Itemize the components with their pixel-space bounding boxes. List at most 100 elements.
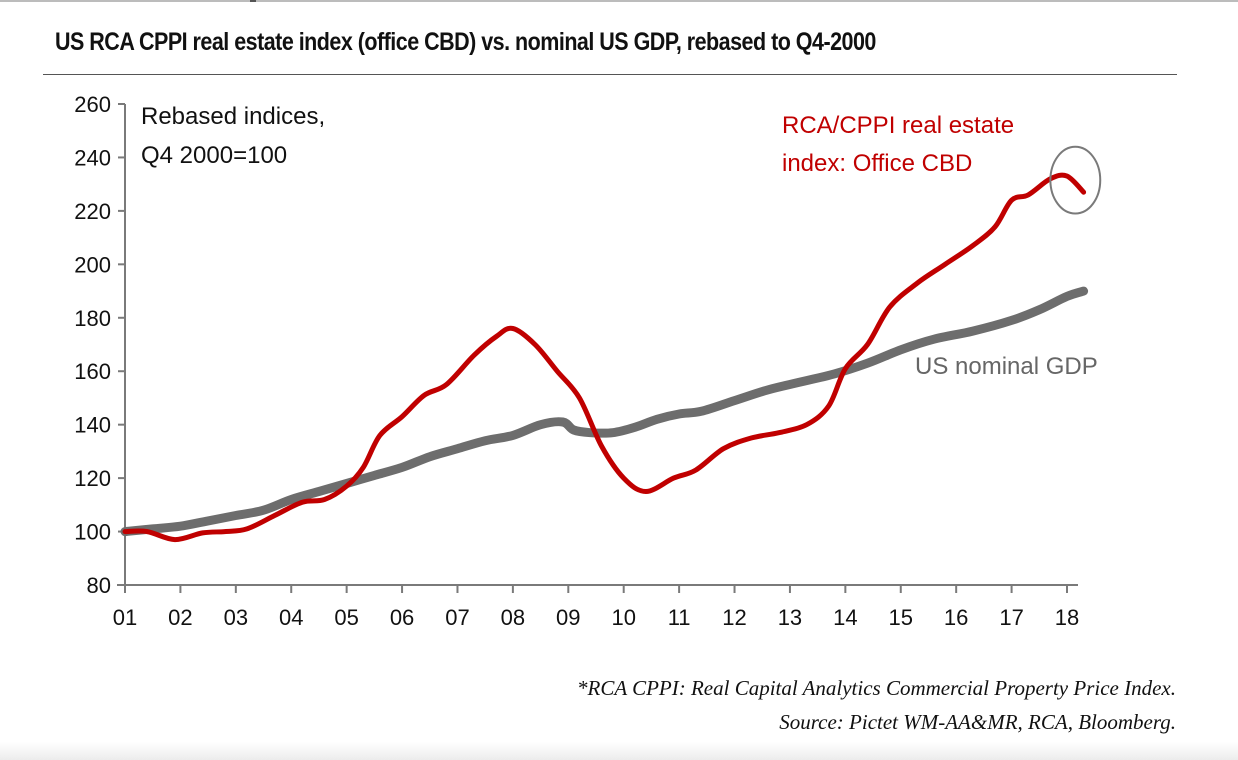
data-point (346, 486, 347, 487)
series-label-cppi-line-2: index: Office CBD (782, 150, 972, 177)
data-point (224, 531, 225, 532)
data-point (429, 456, 430, 457)
x-tick-label: 17 (999, 605, 1023, 630)
data-point (828, 405, 829, 406)
data-point (612, 432, 613, 433)
y-tick-label: 160 (74, 359, 111, 384)
data-point (917, 283, 918, 284)
note-line-1: Rebased indices, (141, 103, 325, 130)
title-rule (43, 74, 1177, 75)
data-point (512, 328, 513, 329)
data-point (656, 419, 657, 420)
footnote-source: Source: Pictet WM-AA&MR, RCA, Bloomberg. (779, 710, 1176, 734)
data-point (834, 373, 835, 374)
x-tick-label: 09 (556, 605, 580, 630)
data-point (845, 368, 846, 369)
data-point (263, 510, 264, 511)
data-point (1067, 296, 1068, 297)
x-tick-label: 01 (113, 605, 137, 630)
data-point (424, 395, 425, 396)
data-point (601, 446, 602, 447)
data-point (446, 384, 447, 385)
data-point (379, 435, 380, 436)
y-tick-label: 200 (74, 252, 111, 277)
y-tick-label: 240 (74, 145, 111, 170)
data-point (208, 520, 209, 521)
highlight-ellipse (1049, 145, 1102, 215)
x-tick-label: 08 (501, 605, 525, 630)
data-point (246, 528, 247, 529)
data-point (1083, 291, 1084, 292)
data-point (972, 331, 973, 332)
data-point (202, 532, 203, 533)
x-tick-label: 15 (889, 605, 913, 630)
data-point (324, 499, 325, 500)
data-point (291, 499, 292, 500)
data-point (579, 397, 580, 398)
x-tick-label: 02 (168, 605, 192, 630)
data-point (867, 344, 868, 345)
series-layer (120, 172, 1089, 543)
data-point (1011, 320, 1012, 321)
data-point (801, 381, 802, 382)
data-point (751, 438, 752, 439)
x-tick-label: 06 (390, 605, 414, 630)
data-point (1083, 192, 1084, 193)
data-point (695, 470, 696, 471)
data-point (1067, 176, 1068, 177)
data-point (125, 531, 126, 532)
top-mark (250, 0, 256, 2)
data-point (723, 448, 724, 449)
data-point (457, 448, 458, 449)
data-point (1039, 309, 1040, 310)
series-line-us-nominal-gdp (120, 286, 1089, 537)
series-label-cppi-line-1: RCA/CPPI real estate (782, 112, 1014, 139)
chart-title: US RCA CPPI real estate index (office CB… (55, 28, 876, 56)
data-point (623, 478, 624, 479)
data-point (485, 440, 486, 441)
y-tick-label: 220 (74, 199, 111, 224)
y-tick-label: 180 (74, 306, 111, 331)
data-point (180, 526, 181, 527)
note-line-2: Q4 2000=100 (141, 142, 287, 169)
data-point (374, 475, 375, 476)
data-point (934, 339, 935, 340)
data-point (302, 502, 303, 503)
data-point (174, 539, 175, 540)
series-line-cppi-office-cbd (122, 172, 1087, 543)
data-point (889, 307, 890, 308)
data-point (496, 336, 497, 337)
axes: 80 100 120 140 160 180 200 220 240 260 01 02 03 04 05… (74, 92, 1079, 630)
data-point (806, 424, 807, 425)
data-point (274, 515, 275, 516)
data-point (945, 264, 946, 265)
x-tick-label: 18 (1055, 605, 1079, 630)
data-point (562, 421, 563, 422)
data-point (734, 400, 735, 401)
x-tick-label: 13 (778, 605, 802, 630)
x-tick-label: 14 (833, 605, 857, 630)
data-point (767, 389, 768, 390)
data-point (590, 432, 591, 433)
x-tick-label: 12 (722, 605, 746, 630)
data-point (900, 349, 901, 350)
x-tick-label: 10 (611, 605, 635, 630)
data-point (972, 245, 973, 246)
data-point (679, 413, 680, 414)
y-tick-label: 260 (74, 92, 111, 117)
data-point (512, 435, 513, 436)
y-tick-label: 80 (87, 573, 111, 598)
footnote-definition: *RCA CPPI: Real Capital Analytics Commer… (577, 676, 1176, 700)
y-ticks: 80 100 120 140 160 180 200 220 240 260 (74, 92, 125, 598)
y-tick-label: 140 (74, 413, 111, 438)
bottom-fade (0, 742, 1238, 760)
data-point (701, 411, 702, 412)
data-point (645, 491, 646, 492)
data-point (994, 226, 995, 227)
data-point (318, 491, 319, 492)
data-point (634, 427, 635, 428)
data-point (867, 363, 868, 364)
x-tick-label: 07 (445, 605, 469, 630)
data-point (1028, 194, 1029, 195)
